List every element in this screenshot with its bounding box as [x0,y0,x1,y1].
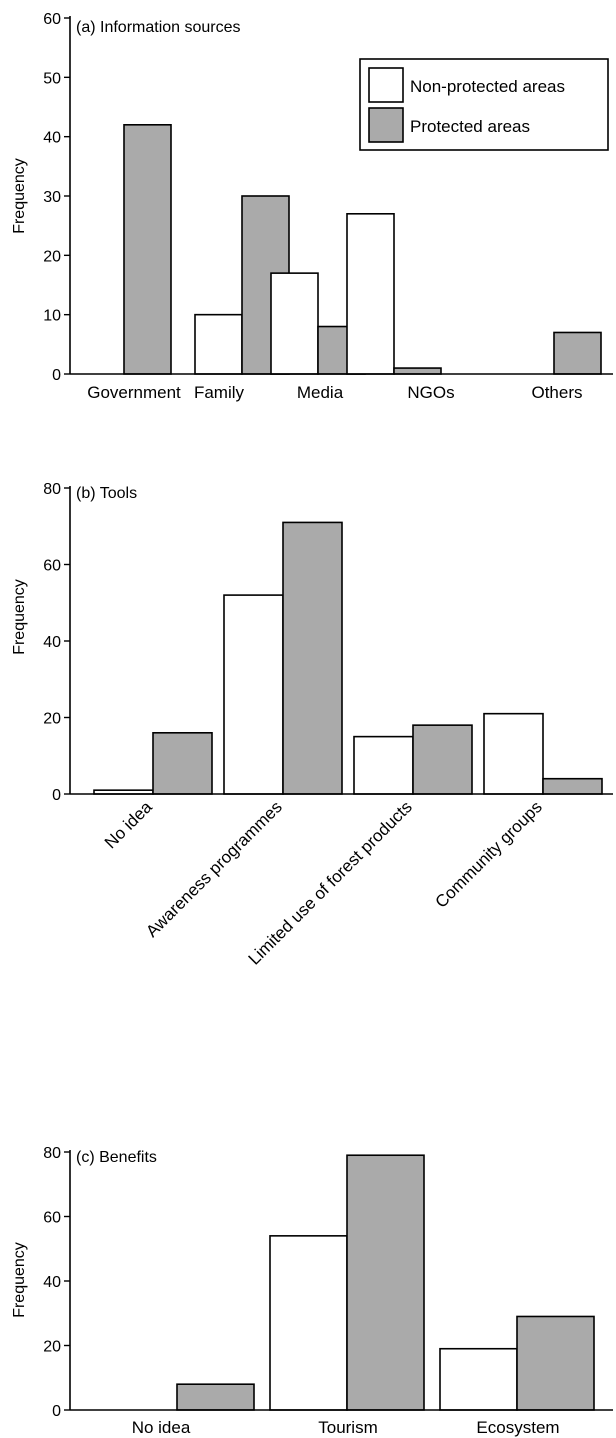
panel-a-y-ticks: 0 10 20 30 40 50 60 [43,11,70,384]
y-tick-label: 40 [43,130,61,147]
panel-c-category-labels: No idea Tourism Ecosystem [132,1418,560,1437]
panel-c-y-ticks: 0 20 40 60 80 [43,1145,70,1420]
panel-a: (a) Information sources Frequency 0 10 20 3… [11,11,613,402]
y-tick-label: 20 [43,1339,61,1356]
y-tick-label: 10 [43,308,61,325]
panel-c-bars [176,1154,595,1411]
y-tick-label: 60 [43,11,61,28]
bar-non-protected [223,594,284,795]
legend-swatch-non-protected [368,67,404,103]
x-category-label: Tourism [318,1418,378,1437]
legend-label-non-protected: Non-protected areas [410,77,565,96]
bar-non-protected [353,735,414,795]
panel-c-ylabel: Frequency [11,1242,28,1318]
x-category-label: No idea [132,1418,191,1437]
legend-label-protected: Protected areas [410,117,530,136]
y-tick-label: 40 [43,1274,61,1291]
y-tick-label: 20 [43,711,61,728]
y-tick-label: 0 [52,787,61,804]
bar-protected [123,124,172,375]
bar-non-protected [269,1235,348,1411]
panel-a-bars [123,124,602,375]
x-category-label: Community groups [432,797,546,911]
bar-protected [393,367,442,375]
bar-non-protected [346,213,395,375]
y-tick-label: 0 [52,1403,61,1420]
x-category-label: Family [194,383,245,402]
y-tick-label: 20 [43,248,61,265]
x-category-label: Government [87,383,181,402]
y-tick-label: 40 [43,634,61,651]
bar-non-protected [270,272,319,375]
x-category-label: Ecosystem [476,1418,559,1437]
panel-a-title: (a) Information sources [76,19,241,36]
panel-a-category-labels: Government Family Media NGOs Others [87,383,582,402]
x-category-label: No idea [101,797,156,852]
y-tick-label: 60 [43,1210,61,1227]
legend-swatch-protected [368,107,404,143]
panel-a-ylabel: Frequency [11,158,28,234]
bar-non-protected [439,1347,518,1411]
bar-protected [152,731,213,795]
bar-protected [542,777,603,795]
y-tick-label: 60 [43,558,61,575]
bar-protected [516,1315,595,1411]
x-category-label: Media [297,383,344,402]
panel-b-title: (b) Tools [76,485,137,502]
panel-b-bars [93,521,603,795]
bar-protected [176,1383,255,1411]
x-category-label: NGOs [407,383,454,402]
legend: Non-protected areas Protected areas [359,58,609,151]
x-category-label: Awareness programmes [142,797,285,940]
y-tick-label: 50 [43,70,61,87]
panel-b: (b) Tools Frequency 0 20 40 60 80 No ideaAwa… [11,481,613,969]
panel-b-ylabel: Frequency [11,579,28,655]
panel-b-y-ticks: 0 20 40 60 80 [43,481,70,804]
y-tick-label: 0 [52,367,61,384]
bar-protected [346,1154,425,1411]
y-tick-label: 80 [43,481,61,498]
y-tick-label: 80 [43,1145,61,1162]
bar-protected [282,521,343,795]
x-category-label: Others [531,383,582,402]
bar-protected [553,331,602,375]
bar-non-protected [194,313,243,375]
bar-non-protected [483,712,544,795]
panel-c-title: (c) Benefits [76,1149,157,1166]
bar-protected [412,724,473,795]
panel-c: (c) Benefits Frequency 0 20 40 60 80 No idea… [11,1145,613,1437]
y-tick-label: 30 [43,189,61,206]
